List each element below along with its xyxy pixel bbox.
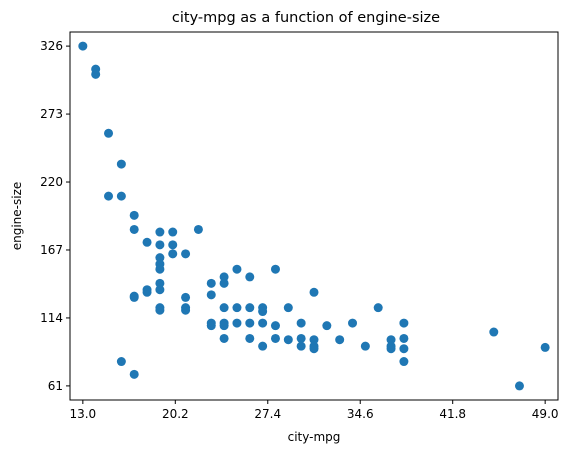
data-point bbox=[232, 303, 242, 313]
data-point bbox=[245, 303, 255, 313]
data-point bbox=[386, 344, 396, 354]
y-tick-label: 273 bbox=[40, 107, 63, 121]
data-point bbox=[309, 344, 319, 354]
data-point bbox=[232, 318, 242, 328]
data-point bbox=[540, 342, 550, 352]
data-point bbox=[335, 335, 345, 345]
data-point bbox=[219, 272, 229, 282]
data-point bbox=[245, 272, 255, 282]
data-point bbox=[399, 318, 409, 328]
data-point bbox=[232, 264, 242, 274]
data-point bbox=[155, 285, 165, 295]
data-point bbox=[116, 159, 126, 169]
data-point bbox=[296, 333, 306, 343]
data-point bbox=[206, 278, 216, 288]
data-point bbox=[296, 341, 306, 351]
data-point bbox=[168, 249, 178, 259]
data-point bbox=[245, 333, 255, 343]
data-point bbox=[155, 305, 165, 315]
data-point bbox=[258, 318, 268, 328]
data-point bbox=[181, 249, 191, 259]
data-point bbox=[206, 290, 216, 300]
x-tick-label: 27.4 bbox=[254, 407, 281, 421]
data-point bbox=[360, 341, 370, 351]
data-point bbox=[155, 240, 165, 250]
data-point bbox=[181, 292, 191, 302]
data-point bbox=[373, 303, 383, 313]
x-tick-label: 34.6 bbox=[347, 407, 374, 421]
data-point bbox=[181, 305, 191, 315]
data-point bbox=[116, 191, 126, 201]
data-point bbox=[322, 321, 332, 331]
data-point bbox=[399, 344, 409, 354]
data-point bbox=[104, 191, 114, 201]
data-point bbox=[155, 278, 165, 288]
y-axis-title: engine-size bbox=[10, 182, 24, 251]
data-point bbox=[168, 227, 178, 237]
x-tick-label: 13.0 bbox=[69, 407, 96, 421]
data-point bbox=[219, 278, 229, 288]
data-point bbox=[489, 327, 499, 337]
y-tick-label: 114 bbox=[40, 311, 63, 325]
data-point bbox=[155, 264, 165, 274]
data-point bbox=[206, 321, 216, 331]
x-tick-label: 49.0 bbox=[532, 407, 559, 421]
data-point bbox=[142, 287, 152, 297]
x-axis-title: city-mpg bbox=[288, 430, 341, 444]
data-point bbox=[142, 237, 152, 247]
data-point bbox=[348, 318, 358, 328]
x-axis-ticks: 13.0 20.2 27.4 34.6 41.8 49.0 bbox=[69, 400, 559, 421]
data-point bbox=[258, 307, 268, 317]
y-tick-label: 220 bbox=[40, 175, 63, 189]
data-point bbox=[129, 210, 139, 220]
data-point bbox=[283, 303, 293, 313]
data-point bbox=[104, 128, 114, 138]
data-point bbox=[309, 287, 319, 297]
data-point bbox=[399, 333, 409, 343]
x-tick-label: 20.2 bbox=[162, 407, 189, 421]
data-point bbox=[399, 357, 409, 367]
data-point bbox=[129, 292, 139, 302]
data-point bbox=[78, 41, 88, 51]
data-point bbox=[155, 253, 165, 263]
data-point bbox=[270, 333, 280, 343]
data-point bbox=[193, 224, 203, 234]
y-tick-label: 167 bbox=[40, 243, 63, 257]
data-point bbox=[91, 64, 101, 74]
data-points bbox=[78, 41, 550, 391]
data-point bbox=[283, 335, 293, 345]
data-point bbox=[116, 357, 126, 367]
chart-title: city-mpg as a function of engine-size bbox=[172, 10, 440, 26]
data-point bbox=[155, 227, 165, 237]
data-point bbox=[168, 240, 178, 250]
plot-area bbox=[69, 31, 559, 401]
data-point bbox=[270, 264, 280, 274]
y-tick-label: 61 bbox=[48, 379, 63, 393]
data-point bbox=[514, 381, 524, 391]
data-point bbox=[129, 369, 139, 379]
y-tick-label: 326 bbox=[40, 39, 63, 53]
data-point bbox=[258, 341, 268, 351]
data-point bbox=[219, 321, 229, 331]
data-point bbox=[219, 303, 229, 313]
data-point bbox=[219, 333, 229, 343]
data-point bbox=[245, 318, 255, 328]
data-point bbox=[270, 321, 280, 331]
data-point bbox=[386, 335, 396, 345]
data-point bbox=[309, 335, 319, 345]
data-point bbox=[296, 318, 306, 328]
y-axis-ticks: 61 114 167 220 273 326 bbox=[40, 39, 70, 393]
x-tick-label: 41.8 bbox=[439, 407, 466, 421]
data-point bbox=[129, 224, 139, 234]
